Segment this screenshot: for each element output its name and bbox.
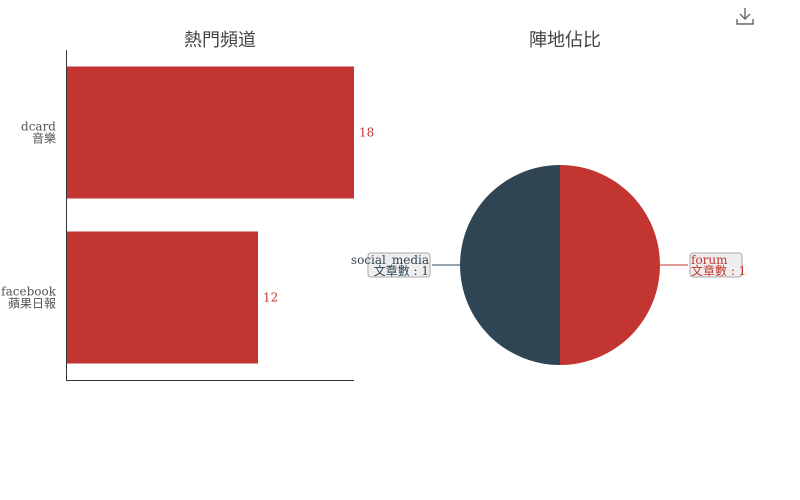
pie-chart-title: 陣地佔比 [529, 30, 601, 51]
category-tick-label: dcard [21, 120, 56, 134]
category-tick-label: facebook [1, 285, 57, 299]
bar-value-label: 12 [263, 291, 278, 305]
pie-label-value: 文章數 : 1 [691, 263, 746, 278]
bar-chart-title: 熱門頻道 [184, 30, 256, 51]
pie-label-box [367, 252, 431, 278]
bar-facebook[interactable] [66, 231, 258, 364]
pie-slice-forum[interactable] [560, 165, 660, 365]
download-icon [736, 8, 754, 25]
pie-label-name: forum [691, 253, 728, 267]
download-button[interactable] [734, 5, 756, 27]
category-tick-sublabel: 蘋果日報 [8, 297, 56, 311]
bar-value-label: 18 [359, 126, 374, 140]
pie-label-value: 文章數 : 1 [374, 263, 429, 278]
pie-slice-social_media[interactable] [460, 165, 560, 365]
pie-label-box [689, 252, 743, 278]
category-tick-sublabel: 音樂 [32, 131, 56, 146]
bar-dcard[interactable] [66, 66, 354, 199]
pie-label-name: social_media [351, 253, 429, 267]
